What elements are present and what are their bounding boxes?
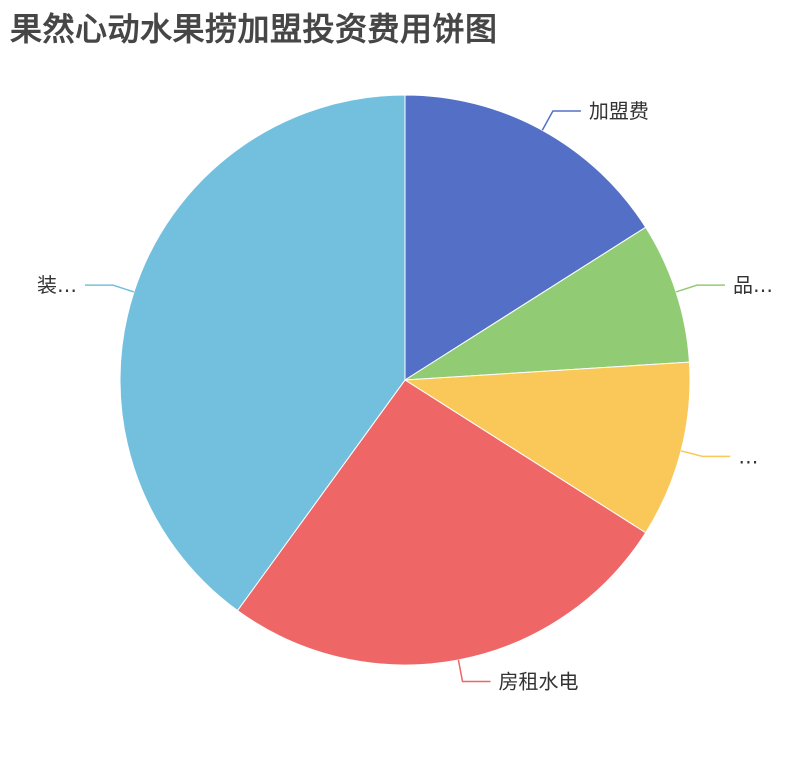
- chart-title: 果然心动水果捞加盟投资费用饼图: [10, 10, 498, 48]
- pie-slice-5: [119, 94, 406, 612]
- pie-slice-3: [403, 361, 691, 534]
- pie-slices: [119, 94, 691, 666]
- leader-line-5: [85, 284, 135, 293]
- leader-lines: [85, 110, 731, 683]
- leader-line-1: [541, 110, 581, 131]
- slice-label-1: 加盟费: [589, 99, 649, 123]
- leader-line-4: [457, 659, 491, 683]
- slice-label-3: …: [738, 444, 758, 468]
- leader-line-3: [680, 450, 731, 458]
- leader-line-2: [675, 284, 725, 293]
- slice-label-5: 装…: [37, 273, 77, 297]
- slice-label-2: 品…: [733, 273, 773, 297]
- slice-label-4: 房租水电: [499, 670, 579, 694]
- pie-slice-1: [404, 94, 647, 381]
- pie-slice-2: [404, 226, 690, 381]
